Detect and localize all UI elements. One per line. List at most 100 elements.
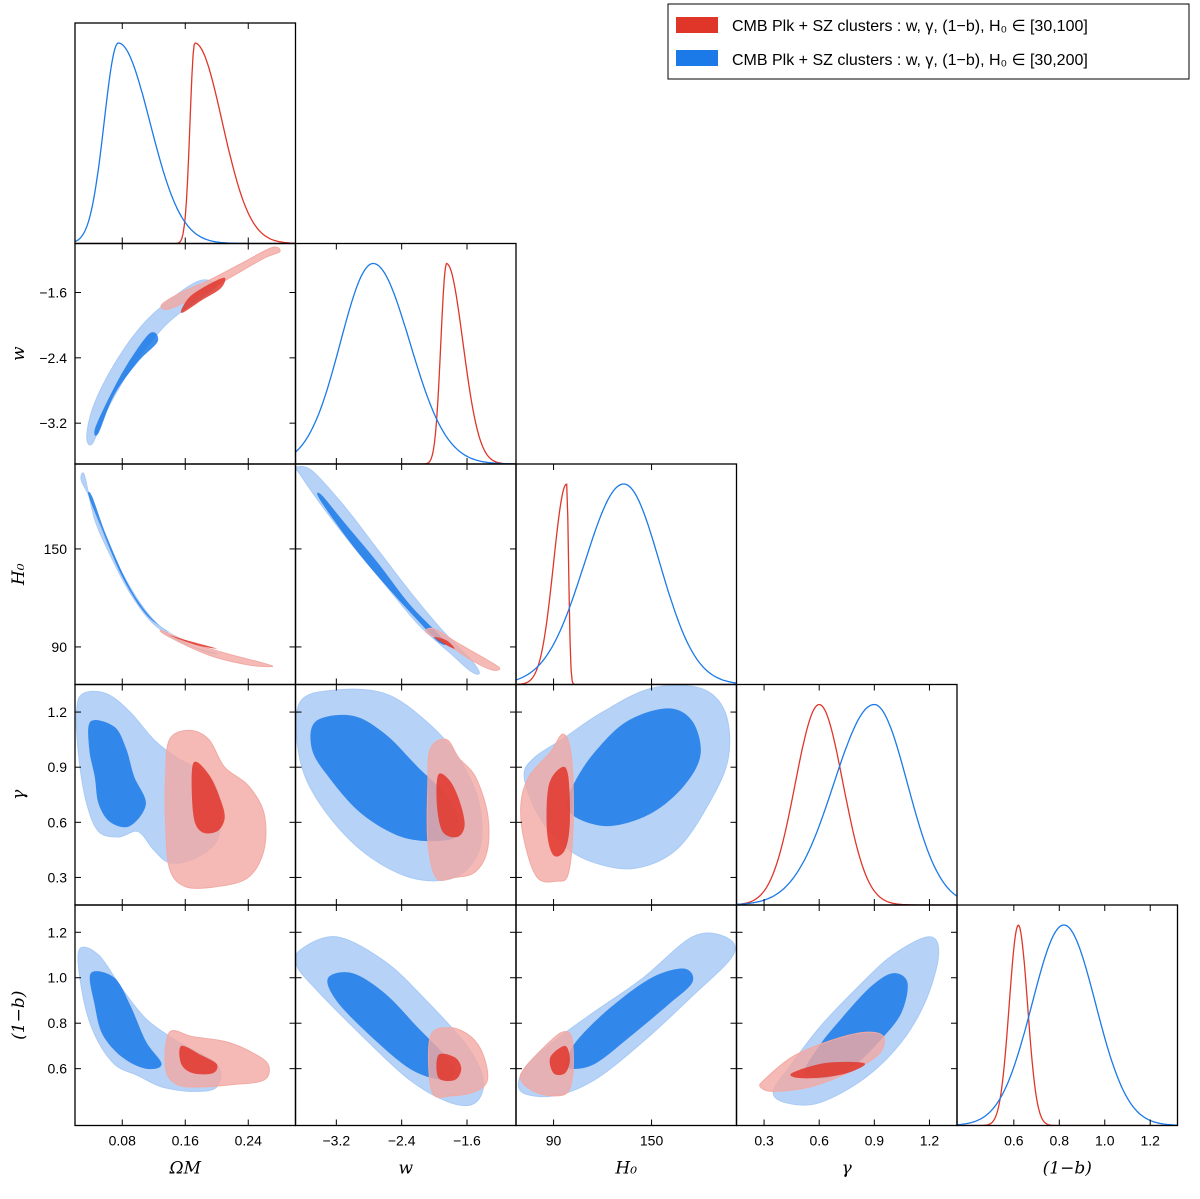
legend-label-red: CMB Plk + SZ clusters : w, γ, (1−b), H₀ … xyxy=(732,18,1088,35)
xaxis-label-w: w xyxy=(398,1159,413,1179)
xtick-label-gamma-3: 1.2 xyxy=(920,1133,940,1149)
ytick-label-one_minus_b-2: 1.0 xyxy=(48,970,68,986)
marginal-w xyxy=(295,262,516,464)
ytick-label-gamma-3: 1.2 xyxy=(48,704,68,720)
legend-swatch-red xyxy=(676,17,718,33)
contour-inner-5 xyxy=(434,636,455,649)
marginal-curve-0-gamma xyxy=(736,703,957,905)
contour-w-H0-red xyxy=(425,627,501,671)
legend-label-blue: CMB Plk + SZ clusters : w, γ, (1−b), H₀ … xyxy=(732,52,1088,69)
xtick-label-one_minus_b-0: 0.6 xyxy=(1004,1133,1024,1149)
contour-w-gamma-red xyxy=(426,738,490,881)
xaxis-label-Ω_M: ΩM xyxy=(168,1159,201,1179)
yaxis-label-w: w xyxy=(9,346,29,361)
contour-outer-0 xyxy=(86,279,218,446)
marginal-curve-1-H0 xyxy=(516,483,737,684)
ytick-label-H0-0: 90 xyxy=(51,639,67,655)
contour-inner-7 xyxy=(191,761,225,834)
marginal-one_minus_b xyxy=(957,924,1178,1126)
contour-H0-gamma-red xyxy=(520,733,574,883)
yaxis-label-one_minus_b: (1−b) xyxy=(9,991,29,1040)
xtick-label-w-0: −3.2 xyxy=(323,1133,351,1149)
marginal-curve-0-w xyxy=(295,262,516,464)
contour-outer-1 xyxy=(160,246,281,310)
ytick-label-gamma-1: 0.6 xyxy=(48,814,68,830)
panel-frame-2-0 xyxy=(74,463,297,686)
xtick-label-Ω_M-1: 0.16 xyxy=(172,1133,199,1149)
contour-inner-0 xyxy=(94,332,159,436)
contour-inner-8 xyxy=(310,714,460,842)
contour-inner-10 xyxy=(566,708,701,827)
ytick-label-one_minus_b-0: 0.6 xyxy=(48,1061,68,1077)
contour-w-one_minus_b-red xyxy=(428,1027,489,1098)
marginal-gamma xyxy=(736,703,957,905)
contour-w-H0-blue xyxy=(295,465,480,675)
ytick-label-H0-1: 150 xyxy=(44,541,68,557)
ytick-label-w-1: −2.4 xyxy=(39,350,67,366)
contour-inner-13 xyxy=(179,1045,218,1075)
xtick-label-one_minus_b-1: 0.8 xyxy=(1050,1133,1070,1149)
contour-gamma-one_minus_b-red xyxy=(759,1031,885,1092)
contour-inner-19 xyxy=(790,1061,866,1079)
contour-outer-3 xyxy=(159,629,274,668)
panel-frame-3-3 xyxy=(735,683,958,906)
marginal-curve-1-Ω_M xyxy=(75,42,296,244)
marginal-curve-0-Ω_M xyxy=(75,42,296,244)
yaxis-label-gamma: γ xyxy=(9,789,29,800)
xaxis-label-gamma: γ xyxy=(842,1159,853,1179)
contour-H0-one_minus_b-red xyxy=(519,1030,574,1097)
marginal-curve-1-gamma xyxy=(736,703,957,905)
ytick-label-gamma-0: 0.3 xyxy=(48,869,68,885)
xtick-label-w-2: −1.6 xyxy=(453,1133,481,1149)
legend-box xyxy=(667,3,1190,80)
contour-inner-16 xyxy=(565,968,694,1069)
contour-outer-13 xyxy=(164,1030,270,1088)
contour-H0-gamma-blue xyxy=(523,684,731,870)
xaxis-label-H0: H₀ xyxy=(614,1159,637,1179)
xtick-label-Ω_M-0: 0.08 xyxy=(109,1133,136,1149)
legend-swatch-blue xyxy=(676,50,718,66)
contour-inner-3 xyxy=(169,635,217,649)
contour-Ω_M-H0-blue xyxy=(80,472,218,655)
contour-outer-2 xyxy=(80,472,218,655)
xaxis-label-one_minus_b: (1−b) xyxy=(1043,1159,1092,1179)
contour-Ω_M-w-blue xyxy=(86,279,218,446)
yaxis-label-H0: H₀ xyxy=(9,563,29,586)
contour-inner-9 xyxy=(436,773,465,838)
panel-frame-1-0 xyxy=(74,242,297,465)
contour-inner-4 xyxy=(317,492,447,645)
contour-Ω_M-H0-red xyxy=(159,629,274,668)
legend: CMB Plk + SZ clusters : w, γ, (1−b), H₀ … xyxy=(667,3,1190,80)
xtick-label-H0-0: 90 xyxy=(546,1133,562,1149)
marginal-H0 xyxy=(516,483,737,685)
xtick-label-H0-1: 150 xyxy=(640,1133,664,1149)
contour-inner-17 xyxy=(549,1045,570,1076)
ytick-label-one_minus_b-1: 0.8 xyxy=(48,1015,68,1031)
xtick-label-w-1: −2.4 xyxy=(388,1133,416,1149)
xtick-label-one_minus_b-3: 1.2 xyxy=(1140,1133,1160,1149)
contour-Ω_M-w-red xyxy=(160,246,281,313)
xtick-label-Ω_M-2: 0.24 xyxy=(235,1133,262,1149)
contour-inner-15 xyxy=(436,1053,462,1082)
xtick-label-one_minus_b-2: 1.0 xyxy=(1095,1133,1115,1149)
panel-frame-4-4 xyxy=(956,904,1179,1127)
corner-panels xyxy=(74,22,1179,1127)
contour-inner-2 xyxy=(88,491,186,641)
contour-inner-14 xyxy=(327,972,455,1081)
ytick-label-w-0: −3.2 xyxy=(39,415,67,431)
marginal-curve-1-one_minus_b xyxy=(957,924,1178,1126)
xtick-label-gamma-2: 0.9 xyxy=(865,1133,885,1149)
contour-outer-19 xyxy=(759,1031,885,1092)
contour-outer-17 xyxy=(519,1030,574,1097)
contour-inner-12 xyxy=(89,971,162,1070)
contour-Ω_M-gamma-red xyxy=(164,729,267,889)
contour-inner-1 xyxy=(180,277,226,313)
marginal-curve-0-H0 xyxy=(516,483,737,685)
xtick-label-gamma-1: 0.6 xyxy=(809,1133,829,1149)
ytick-label-one_minus_b-3: 1.2 xyxy=(48,924,68,940)
marginal-Ω_M xyxy=(75,42,296,244)
contour-inner-6 xyxy=(88,719,146,828)
marginal-curve-1-w xyxy=(295,262,516,464)
